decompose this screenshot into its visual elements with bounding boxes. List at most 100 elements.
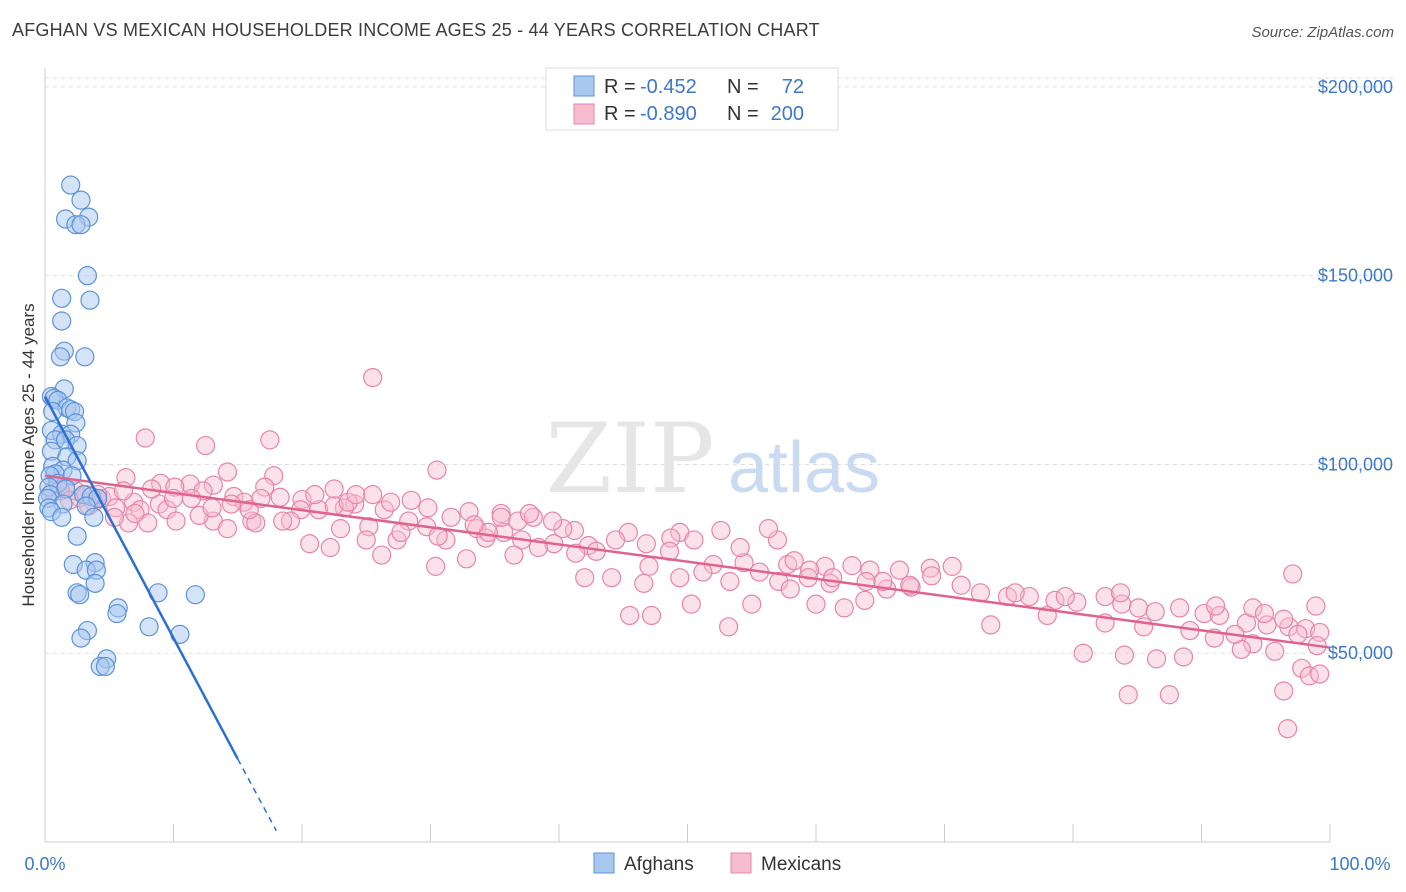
mexican-point (784, 551, 804, 571)
mexican-point (823, 568, 843, 588)
afghan-point (52, 507, 72, 527)
regression-lines (43, 395, 1331, 832)
legend-n-label-2: N = (727, 103, 759, 125)
mexican-point (951, 575, 971, 595)
mexican-point (834, 598, 854, 618)
mexican-point (1310, 664, 1330, 684)
watermark-atlas: atlas (728, 428, 880, 508)
watermark-zip: ZIP (545, 403, 714, 515)
mexican-point (806, 594, 826, 614)
mexican-point (641, 605, 662, 626)
mexican-point (456, 549, 477, 569)
afghan-point (95, 656, 115, 677)
mexican-point (523, 507, 543, 527)
mexican-point (1095, 586, 1115, 607)
mexican-point (280, 511, 301, 531)
mexican-point (426, 556, 446, 576)
mexican-point (1243, 598, 1263, 618)
mexican-point (542, 511, 563, 531)
y-tick-labels: $50,000 $100,000 $150,000 $200,000 (1318, 77, 1393, 663)
mexican-point (356, 530, 376, 550)
mexican-point (217, 519, 238, 539)
mexican-point (734, 553, 754, 573)
mexican-point (363, 485, 383, 505)
afghan-point (75, 347, 95, 367)
afghan-trend-line (43, 395, 239, 760)
mexican-point (1194, 603, 1214, 624)
mexican-point (292, 489, 312, 510)
mexican-point (769, 571, 789, 592)
mexican-point (780, 579, 800, 599)
mexican-point (504, 545, 524, 565)
mexican-point (1173, 647, 1194, 667)
mexican-point (320, 537, 340, 558)
afghan-point (50, 347, 71, 367)
mexican-point (742, 594, 762, 614)
mexican-point (255, 477, 275, 497)
mexican-point (620, 605, 640, 626)
afghan-point (52, 288, 72, 308)
mexican-point (639, 556, 659, 576)
afghan-point (139, 617, 159, 637)
mexican-point (221, 494, 241, 514)
mexican-point (519, 503, 540, 524)
mexican-point (1128, 598, 1149, 618)
mexican-point (1045, 590, 1065, 610)
mexican-point (300, 534, 320, 554)
mexican-point (203, 475, 223, 495)
mexican-point (634, 573, 654, 593)
afghan-point (67, 526, 87, 546)
afghan-point (52, 311, 72, 331)
mexican-point (270, 487, 290, 507)
mexican-point (217, 462, 238, 482)
mexican-point (922, 566, 942, 586)
afghan-point (80, 290, 100, 310)
mexican-point (636, 534, 656, 554)
mexican-point (855, 590, 875, 610)
mexican-point (427, 460, 447, 480)
mexican-point (1243, 634, 1263, 654)
mexican-point (1145, 602, 1165, 622)
mexican-point (166, 511, 186, 531)
mexican-point (1206, 596, 1226, 616)
mexican-point (260, 430, 280, 450)
mexican-point (273, 511, 293, 531)
y-tick-label: $50,000 (1328, 643, 1393, 663)
mexican-point (889, 560, 910, 580)
mexican-point (605, 530, 626, 550)
mexican-point (719, 617, 739, 637)
legend-r-value-1: -0.452 (640, 76, 697, 98)
mexican-point (118, 513, 139, 533)
mexican-point (391, 522, 411, 543)
mexican-point (566, 543, 586, 563)
mexican-point (670, 568, 690, 588)
mexican-point (720, 571, 740, 592)
afghan-point (70, 585, 90, 605)
mexican-point (1277, 719, 1298, 739)
mexican-point (1067, 592, 1087, 612)
afghan-trend-line-extrapolated (237, 758, 277, 832)
mexican-point (1283, 564, 1303, 584)
mexican-point (1274, 681, 1294, 701)
afghan-point (85, 573, 105, 593)
mexican-point (842, 556, 862, 576)
mexican-point (860, 560, 880, 580)
legend-swatch-afghans (573, 75, 595, 97)
mexican-point (1209, 605, 1230, 626)
mexican-point (338, 492, 358, 512)
mexican-point (1019, 586, 1039, 607)
mexican-point (602, 568, 622, 588)
mexican-point (1274, 609, 1294, 629)
y-tick-label: $100,000 (1318, 454, 1393, 474)
afghan-point (71, 215, 91, 235)
mexican-point (1170, 598, 1190, 618)
legend-n-value-1: 72 (782, 76, 804, 98)
mexican-point (330, 519, 351, 539)
mexican-point (138, 513, 158, 533)
afghan-point (84, 507, 104, 527)
mexican-point (381, 492, 401, 512)
mexican-point (1073, 643, 1093, 663)
afghan-point (77, 266, 98, 286)
mexican-point (1114, 645, 1135, 665)
